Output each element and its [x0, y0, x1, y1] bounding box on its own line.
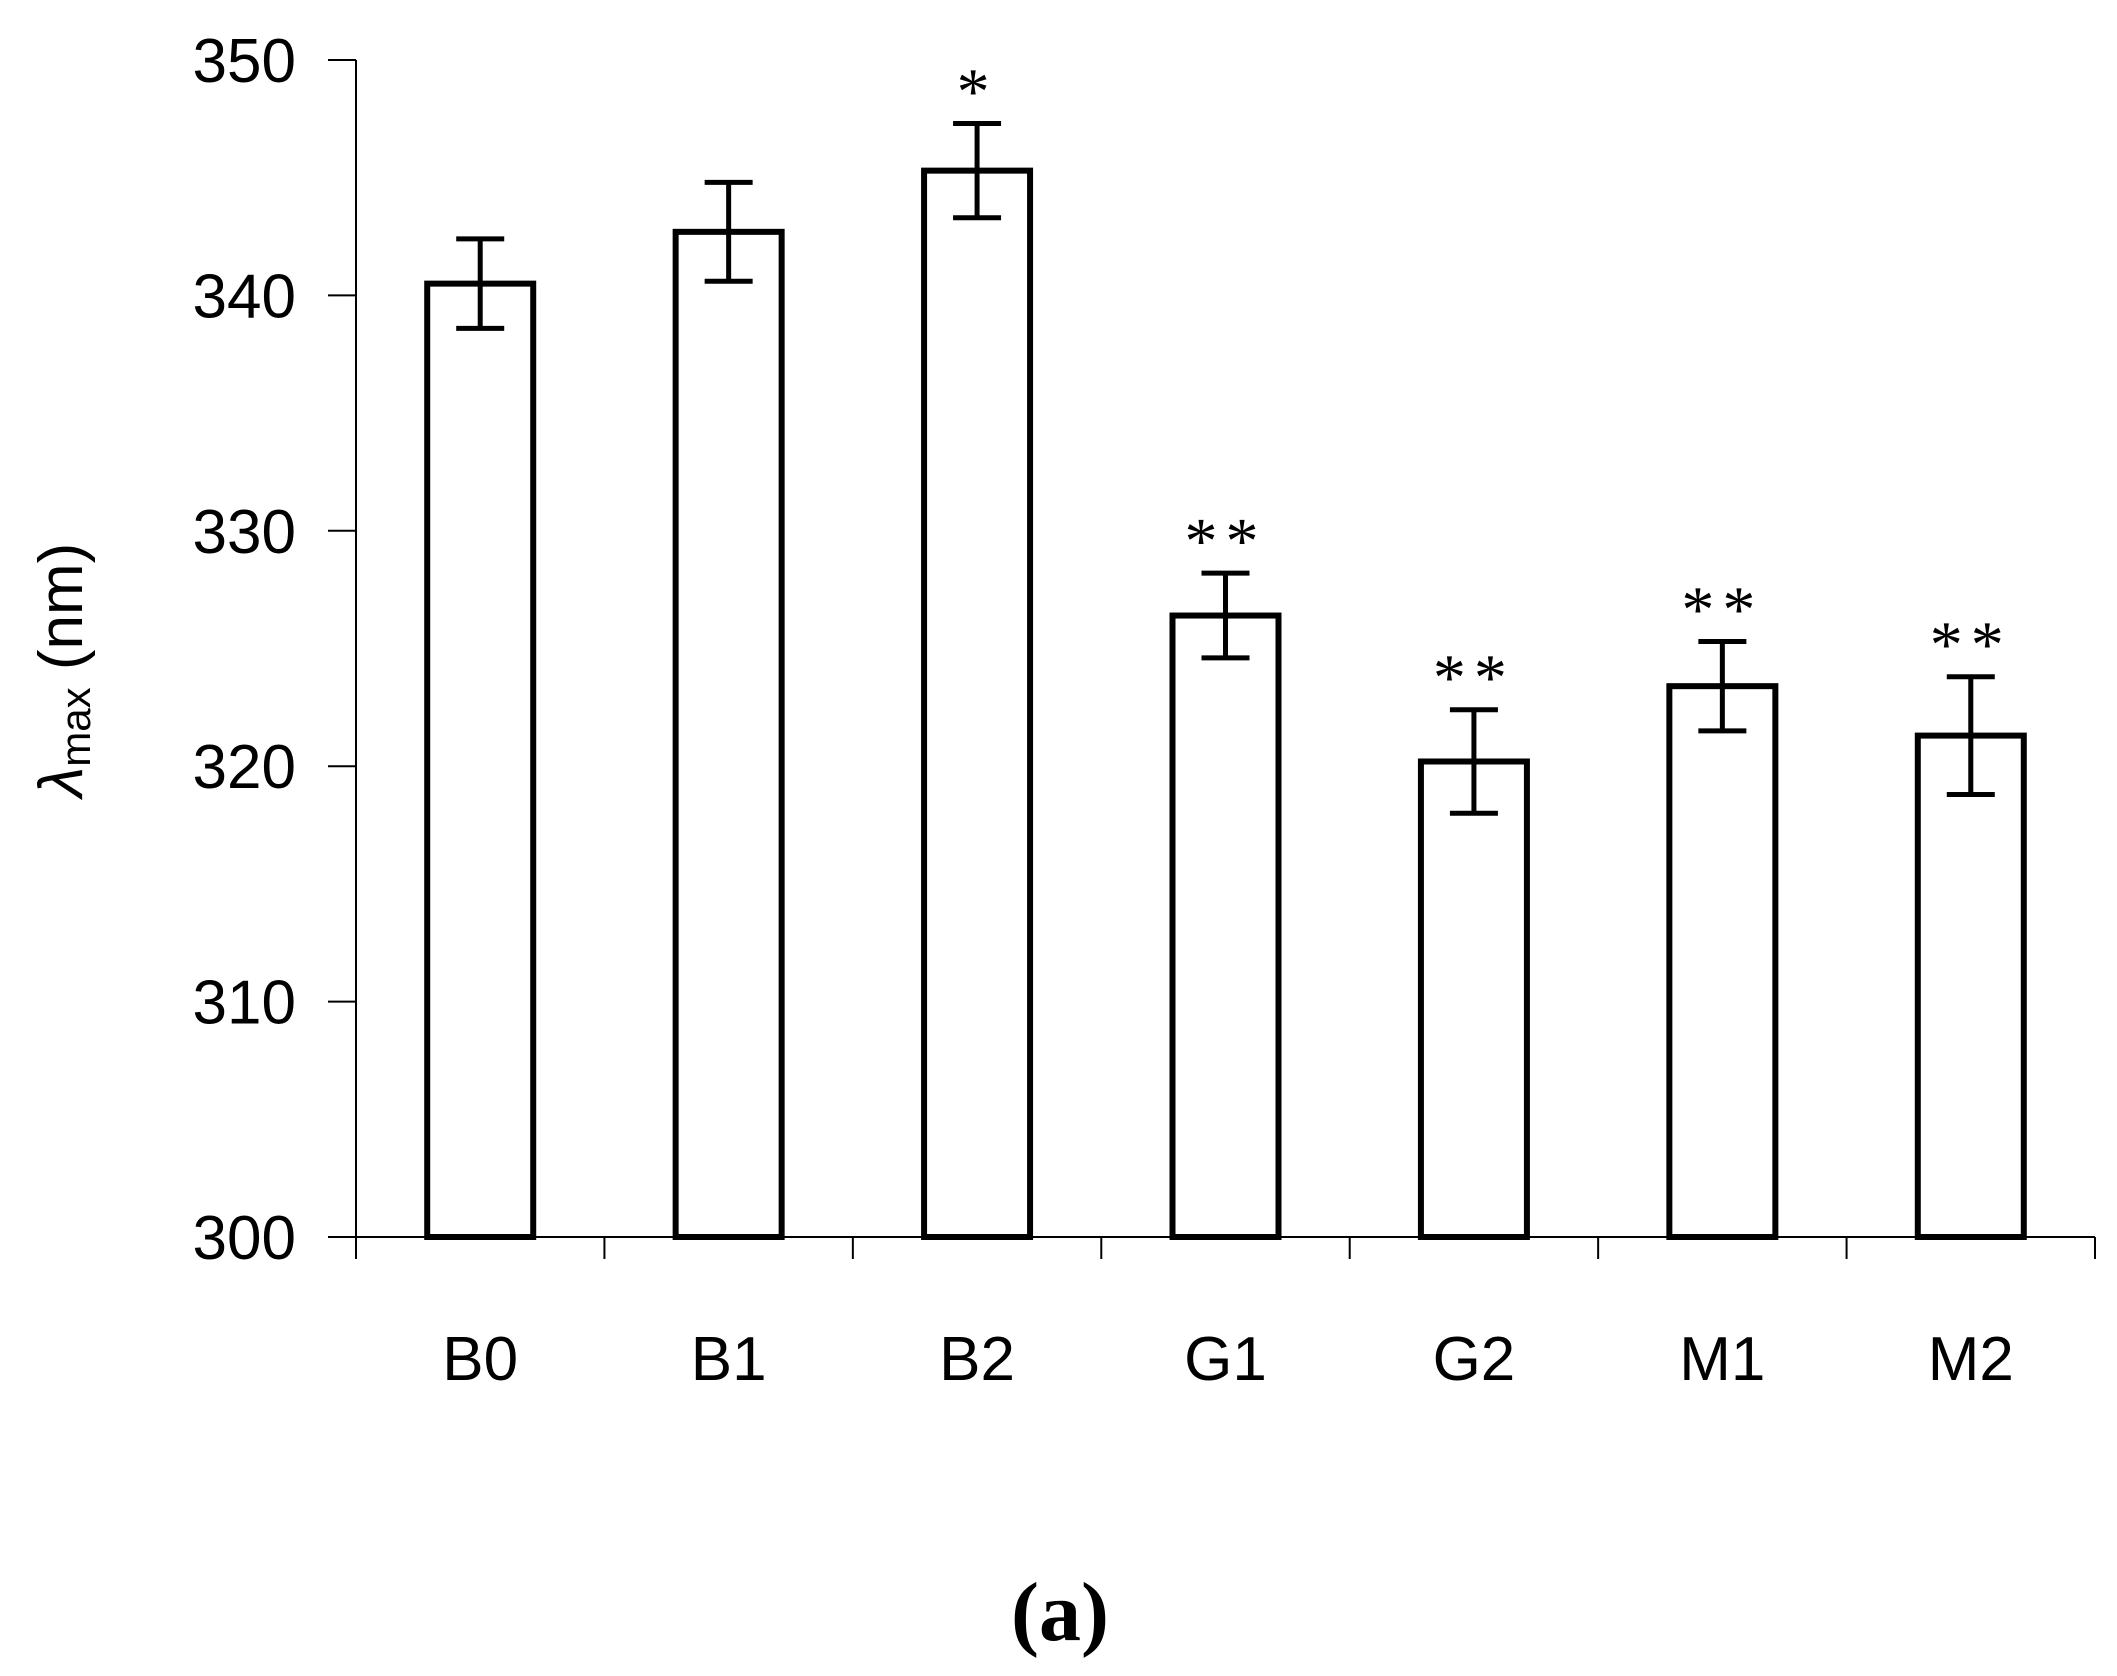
- y-tick-label: 310: [193, 969, 296, 1038]
- bar-B2: [921, 167, 1034, 1241]
- error-bar-M1: [1698, 638, 1747, 734]
- bar-M1: [1666, 683, 1779, 1240]
- svg-text:λmax (nm): λmax (nm): [27, 543, 99, 801]
- significance-marker-G1: **: [1185, 505, 1267, 578]
- bar-B1: [672, 228, 785, 1241]
- y-tick-label: 330: [193, 498, 296, 567]
- bar-G1: [1169, 612, 1282, 1240]
- y-axis-unit: (nm): [27, 543, 96, 670]
- y-tick-label: 340: [193, 262, 296, 331]
- error-bar-B2: [953, 121, 1002, 221]
- significance-marker-M2: **: [1930, 609, 2012, 682]
- axes: 300 310 320 330 340 350: [193, 27, 2096, 1273]
- panel-label: (a): [1011, 1566, 1109, 1659]
- y-tick-label: 320: [193, 733, 296, 802]
- error-bar-B0: [456, 236, 505, 331]
- bar-M2: [1914, 732, 2027, 1241]
- error-bar-G1: [1201, 570, 1250, 661]
- y-axis-subscript: max: [52, 687, 99, 766]
- error-bar-B1: [704, 179, 753, 284]
- bar-B0: [424, 280, 537, 1240]
- bar-G2: [1417, 758, 1530, 1240]
- x-tick-label-M1: M1: [1679, 1325, 1765, 1394]
- error-bar-G2: [1449, 707, 1498, 816]
- x-tick-label-B0: B0: [442, 1325, 518, 1394]
- bars: B0 B1 * B2 ** G1 ** G2 ** M1 ** M2: [424, 56, 2027, 1394]
- x-tick-label-B2: B2: [939, 1325, 1015, 1394]
- error-bar-M2: [1946, 674, 1995, 797]
- x-tick-label-G1: G1: [1184, 1325, 1267, 1394]
- x-tick-label-B1: B1: [691, 1325, 767, 1394]
- y-tick-label: 350: [193, 27, 296, 96]
- significance-marker-M1: **: [1681, 573, 1763, 646]
- y-axis-title: λmax (nm): [27, 543, 99, 801]
- significance-marker-B2: *: [957, 56, 998, 129]
- y-axis-symbol: λ: [27, 767, 96, 801]
- x-tick-label-M2: M2: [1928, 1325, 2014, 1394]
- significance-marker-G2: **: [1433, 642, 1515, 715]
- y-tick-label: 300: [193, 1204, 296, 1273]
- x-tick-label-G2: G2: [1433, 1325, 1516, 1394]
